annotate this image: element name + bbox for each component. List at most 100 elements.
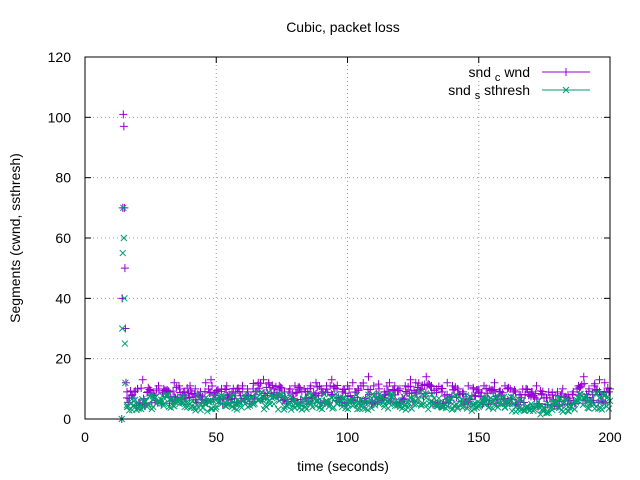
data-point (180, 387, 189, 396)
data-point (506, 384, 515, 393)
data-point (306, 381, 315, 390)
data-point (254, 378, 263, 387)
data-point (424, 405, 432, 413)
data-point (286, 392, 294, 400)
data-point (120, 264, 129, 273)
data-point (585, 384, 593, 393)
data-point (564, 403, 572, 411)
data-point (191, 403, 199, 411)
data-point (333, 384, 341, 393)
data-point (400, 394, 409, 403)
data-point (258, 388, 266, 396)
data-point (139, 403, 147, 411)
data-point (592, 389, 600, 397)
data-point (448, 381, 457, 390)
data-point (121, 340, 129, 347)
data-point (422, 372, 431, 381)
data-point (574, 394, 582, 402)
data-point (181, 393, 189, 400)
data-point (598, 406, 606, 413)
data-point (243, 387, 252, 396)
data-point (470, 400, 477, 408)
data-point (247, 394, 255, 402)
data-point (118, 325, 126, 332)
data-point (548, 406, 556, 414)
data-point (426, 382, 435, 391)
data-point (459, 387, 467, 396)
legend-entry-cwnd: snd c wnd (468, 64, 530, 84)
data-point (123, 387, 131, 396)
data-point (165, 403, 173, 411)
data-point (595, 375, 604, 384)
data-point (370, 397, 378, 405)
data-point (469, 384, 478, 393)
data-point (291, 397, 299, 405)
data-point (207, 397, 215, 405)
data-point (428, 391, 436, 398)
data-point (522, 403, 530, 411)
data-point (449, 400, 456, 408)
data-point (121, 294, 128, 302)
data-point (422, 394, 430, 402)
data-point (458, 389, 467, 398)
data-point (160, 402, 167, 410)
data-point (600, 378, 609, 387)
data-point (471, 391, 480, 400)
data-point (144, 400, 152, 408)
legend-ssthresh-main-2: sthresh (484, 82, 530, 98)
data-point (527, 387, 536, 396)
data-point (259, 375, 268, 384)
data-point (537, 390, 546, 399)
data-point (389, 391, 397, 399)
data-point (191, 384, 200, 393)
data-point (511, 394, 518, 401)
data-point (396, 384, 404, 393)
data-point (323, 397, 330, 405)
y-tick-label: 80 (55, 170, 71, 186)
legend-ssthresh-marker (562, 86, 570, 94)
data-point (249, 400, 257, 408)
legend-ssthresh-subscript: s (475, 90, 481, 102)
data-point (552, 399, 560, 406)
legend: snd c wnd snd s sthresh (448, 64, 590, 102)
data-point (385, 378, 394, 387)
x-tick-label: 200 (598, 429, 622, 445)
data-point (359, 381, 368, 390)
legend-cwnd-main-1: snd (468, 64, 491, 80)
data-point (181, 403, 189, 411)
data-point (170, 397, 178, 405)
data-point (124, 398, 133, 407)
data-point (493, 392, 501, 399)
data-point (260, 394, 267, 402)
data-point (281, 403, 288, 411)
data-point (364, 372, 373, 381)
chart-title: Cubic, packet loss (286, 19, 400, 35)
data-point (130, 402, 138, 409)
data-point (287, 406, 295, 413)
data-point (601, 391, 609, 399)
data-point (412, 397, 420, 405)
data-point (602, 399, 609, 406)
data-point (575, 397, 582, 405)
data-point (512, 403, 519, 411)
data-point (574, 381, 583, 390)
data-point (217, 384, 226, 393)
data-point (149, 403, 157, 411)
data-point (163, 385, 172, 394)
data-point (244, 403, 252, 411)
data-point (605, 405, 613, 412)
data-point (271, 382, 280, 391)
data-point (537, 410, 544, 418)
data-point (170, 402, 178, 410)
data-point (163, 392, 171, 399)
data-point (425, 380, 434, 389)
data-point (223, 397, 231, 405)
series-snd_cwnd (117, 110, 614, 423)
data-point (386, 397, 393, 405)
axis-ticks: 0 50 100 150 200 0 20 40 60 80 100 120 (48, 49, 622, 445)
data-point (438, 387, 446, 396)
y-tick-label: 0 (63, 411, 71, 427)
data-point (212, 405, 219, 413)
data-point (339, 394, 347, 402)
data-point (490, 385, 499, 394)
